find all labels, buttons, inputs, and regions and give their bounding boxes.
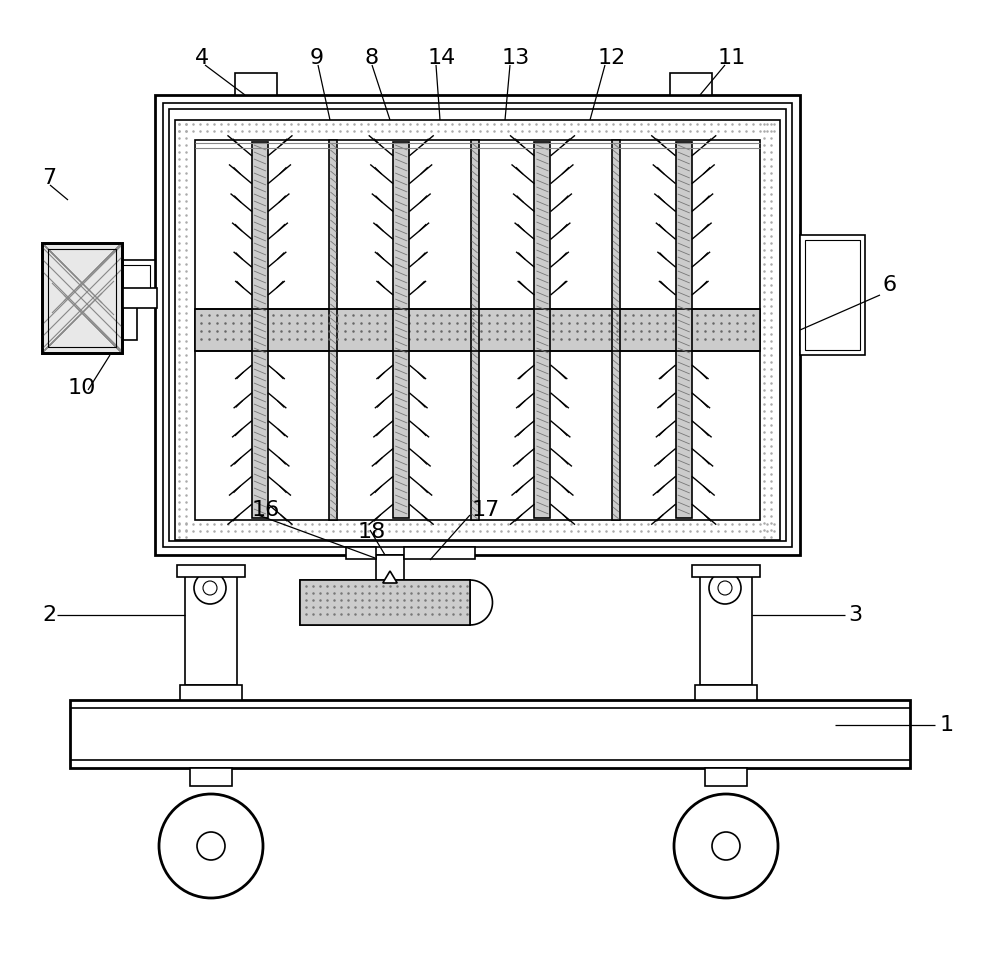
Text: 8: 8 [365,48,379,68]
Text: 16: 16 [252,500,280,520]
Bar [195,309,760,351]
Bar [87,260,155,300]
Bar [300,580,470,625]
Circle shape [718,581,732,595]
Bar [190,768,232,786]
Bar [534,142,550,518]
Circle shape [159,794,263,898]
Text: 14: 14 [428,48,456,68]
Bar [122,288,157,308]
Bar [612,140,620,520]
Bar [155,95,800,555]
Bar [329,140,337,520]
Bar [676,142,692,518]
Bar [705,768,747,786]
Text: 6: 6 [882,275,896,295]
Bar [42,243,122,353]
Bar [692,565,760,577]
Bar [185,570,237,685]
Bar [177,565,245,577]
Bar [252,142,268,518]
Text: 13: 13 [502,48,530,68]
Bar [169,109,786,541]
Text: 7: 7 [42,168,56,188]
Text: 12: 12 [598,48,626,68]
Text: 17: 17 [472,500,500,520]
Text: 4: 4 [195,48,209,68]
Circle shape [709,572,741,604]
Bar [300,580,470,625]
Bar [87,305,137,340]
Bar [180,685,242,700]
Text: 9: 9 [310,48,324,68]
Bar [393,142,409,518]
Bar [163,103,792,547]
Text: 1: 1 [940,715,954,735]
Text: 2: 2 [42,605,56,625]
Bar [695,685,757,700]
Bar [70,700,910,768]
Bar [48,249,116,347]
Circle shape [712,832,740,860]
Bar [404,547,475,559]
Circle shape [203,581,217,595]
Bar [700,570,752,685]
Text: 3: 3 [848,605,862,625]
Circle shape [674,794,778,898]
Text: 11: 11 [718,48,746,68]
Bar [471,140,479,520]
Circle shape [197,832,225,860]
Circle shape [194,572,226,604]
Bar [195,140,760,520]
Bar [670,73,712,95]
Text: 10: 10 [68,378,96,398]
Bar [376,555,404,585]
Bar [235,73,277,95]
Bar [800,235,865,355]
Polygon shape [383,571,397,583]
Bar [346,547,376,559]
Bar [92,265,150,295]
Bar [175,120,780,540]
Bar [42,243,122,353]
Bar [805,240,860,350]
Text: 18: 18 [358,522,386,542]
